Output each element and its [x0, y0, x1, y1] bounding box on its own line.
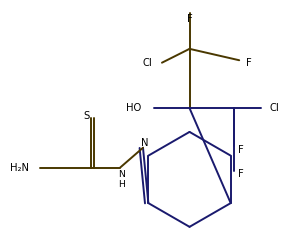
Text: F: F: [238, 145, 244, 155]
Text: F: F: [246, 58, 252, 68]
Text: N
H: N H: [118, 170, 125, 189]
Text: HO: HO: [126, 103, 142, 113]
Text: F: F: [238, 169, 244, 180]
Text: S: S: [83, 111, 90, 121]
Text: N: N: [141, 138, 148, 148]
Text: Cl: Cl: [270, 103, 279, 113]
Text: F: F: [187, 14, 192, 24]
Text: H₂N: H₂N: [10, 162, 29, 173]
Text: Cl: Cl: [142, 58, 152, 68]
